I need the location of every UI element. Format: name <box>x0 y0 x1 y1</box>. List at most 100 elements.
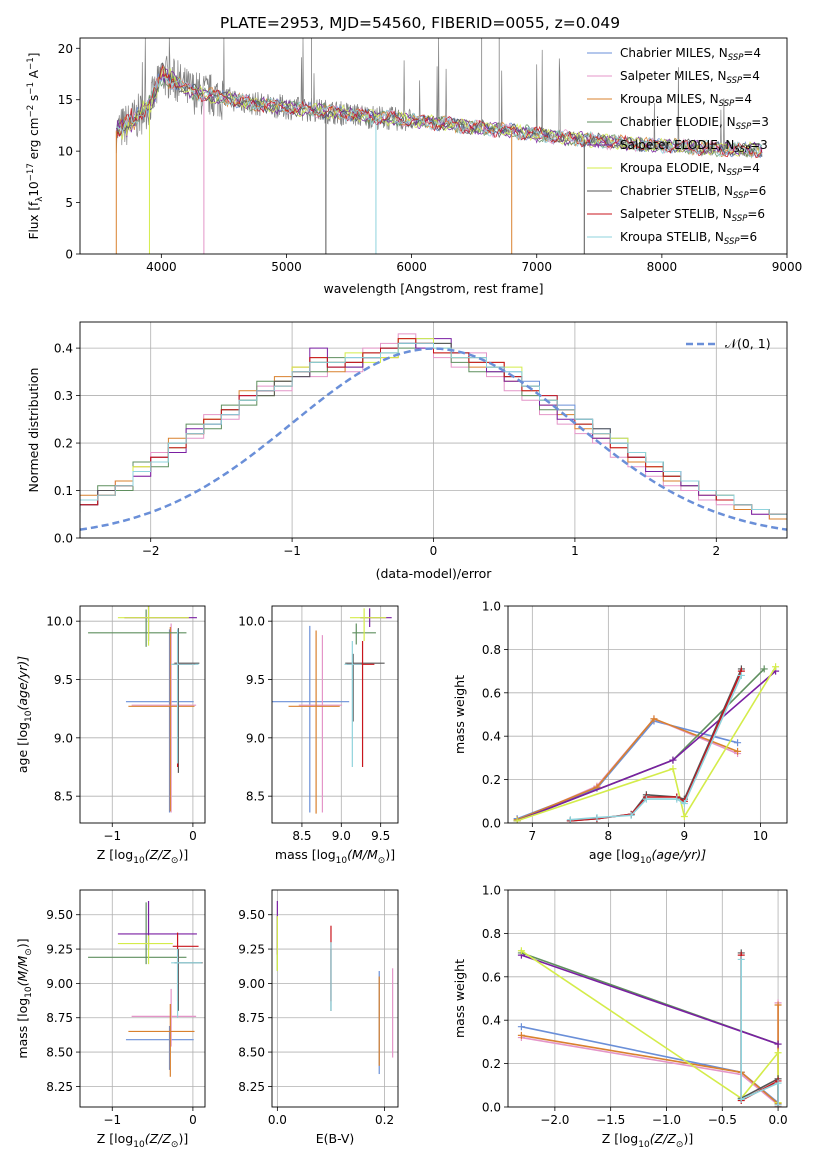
x-tick-label: 0 <box>189 829 197 843</box>
label-part: 10 <box>24 710 34 722</box>
y-tick-label: 1.0 <box>482 884 501 898</box>
label-part: age [log <box>15 722 30 773</box>
y-tick-label: 9.25 <box>238 943 265 957</box>
axes-frame <box>79 37 788 255</box>
plot-area <box>508 606 787 823</box>
errorbar-salpeter-elodie <box>124 606 197 641</box>
y-tick-label: 9.5 <box>246 673 265 687</box>
y-axis-label: mass [log10(M/M⊙)] <box>15 938 34 1058</box>
label-part: =3 <box>751 115 769 129</box>
errorbar-chabrier-miles <box>272 625 350 813</box>
label-part: 10 <box>638 1140 650 1150</box>
x-axis-label: age [log10(age/yr)] <box>589 847 706 866</box>
errorbar-kroupa-elodie <box>117 935 173 965</box>
y-axis-label: Normed distribution <box>26 368 41 493</box>
x-tick-label: −1.0 <box>652 1113 681 1127</box>
weight-marker-kroupa-elodie <box>517 947 525 955</box>
errorbar-chabrier-stelib <box>174 628 200 773</box>
errorbar-salpeter-stelib <box>346 641 375 767</box>
y-tick-label: 10.0 <box>46 615 73 629</box>
mass-weight-vs-metallicity-panel: −2.0 −1.5 −1.0 −0.5 0.0 0.0 0.2 0.4 0.6 0.8 1.0 Z [… <box>452 884 788 1151</box>
errorbar-kroupa-miles <box>128 627 195 812</box>
x-tick-label: 7 <box>529 829 537 843</box>
label-part: 10 <box>640 856 652 866</box>
label-part: =3 <box>750 138 768 152</box>
axes-frame <box>507 889 788 1108</box>
label-part: =4 <box>734 92 752 106</box>
x-axis-label: Z [log10(Z/Z⊙)] <box>97 847 188 866</box>
weight-marker-kroupa-stelib <box>566 816 574 823</box>
y-tick-label: 5 <box>65 196 73 210</box>
label-part: (age/yr)] <box>15 656 30 711</box>
axes-frame <box>79 605 206 824</box>
label-part: (Z/Z <box>145 1131 172 1146</box>
label-part: )] <box>178 847 188 862</box>
label-part: Z [log <box>602 1131 638 1146</box>
histogram-salpeter-stelib <box>80 338 787 520</box>
y-tick-label: 0.2 <box>482 773 501 787</box>
y-tick-label: 9.25 <box>46 943 73 957</box>
label-part: SSP <box>736 122 752 132</box>
ticks: 0.0 0.2 8.25 8.50 8.75 9.00 9.25 9.50 <box>238 908 394 1127</box>
x-axis-label: Z [log10(Z/Z⊙)] <box>602 1131 693 1150</box>
label-part: SSP <box>727 76 743 86</box>
x-tick-label: −1 <box>103 829 121 843</box>
weight-marker-kroupa-elodie <box>772 663 780 671</box>
weight-marker-kroupa-stelib <box>774 1101 782 1107</box>
label-part: s <box>27 95 41 105</box>
weight-marker-chabrier-miles <box>734 739 742 747</box>
errorbar-chabrier-elodie <box>88 609 187 647</box>
errorbar-kroupa-elodie <box>349 608 387 641</box>
y-tick-label: 0.4 <box>482 730 501 744</box>
x-tick-label: 0.0 <box>769 1113 788 1127</box>
weight-marker-kroupa-stelib <box>627 811 635 819</box>
weight-marker-kroupa-stelib <box>673 795 681 803</box>
y-tick-label: 8.75 <box>238 1011 265 1025</box>
weight-line-salpeter-stelib <box>740 955 779 1107</box>
errorbar-kroupa-miles <box>128 1003 195 1077</box>
weight-marker-salpeter-elodie <box>669 756 677 764</box>
legend-entry-chabrier-miles: Chabrier MILES, NSSP=4 <box>620 46 761 63</box>
label-part: =4 <box>742 69 760 83</box>
axes-frame <box>271 605 399 824</box>
errorbar-kroupa-stelib <box>171 629 199 764</box>
x-tick-label: 9 <box>681 829 689 843</box>
weight-marker-kroupa-miles <box>734 747 742 755</box>
x-tick-label: 2 <box>712 544 720 558</box>
histogram-salpeter-elodie <box>80 338 787 520</box>
y-tick-label: 8.50 <box>46 1046 73 1060</box>
label-part: )] <box>178 1131 188 1146</box>
label-part: (M/M <box>347 847 378 862</box>
y-axis-label: Flux [fλ10−17 erg cm−2 s−1 A−1] <box>26 53 45 240</box>
y-tick-label: 0 <box>65 248 73 262</box>
y-tick-label: 8.25 <box>238 1080 265 1094</box>
y-tick-label: 9.00 <box>46 977 73 991</box>
label-part: =4 <box>743 46 761 60</box>
label-part: (Z/Z <box>650 1131 677 1146</box>
label-part: 10 <box>133 856 145 866</box>
label-part: SSP <box>724 237 740 247</box>
y-tick-label: 8.5 <box>246 790 265 804</box>
plot-area <box>272 606 398 823</box>
label-part: )] <box>385 847 395 862</box>
y-tick-label: 0.0 <box>482 1101 501 1115</box>
label-part: =6 <box>747 207 765 221</box>
x-tick-label: 8 <box>605 829 613 843</box>
legend-entry-kroupa-stelib: Kroupa STELIB, NSSP=6 <box>620 230 757 247</box>
label-part: ] <box>27 53 41 58</box>
errorbar-kroupa-miles <box>288 630 340 814</box>
y-tick-label: 0.3 <box>54 389 73 403</box>
gaussian-curve <box>80 347 787 531</box>
weight-marker-salpeter-elodie <box>774 1040 782 1048</box>
weight-marker-kroupa-miles <box>517 1031 525 1039</box>
errorbar-kroupa-elodie <box>117 606 189 646</box>
label-part: ⊙ <box>676 1140 684 1150</box>
x-axis-label: E(B-V) <box>316 1131 355 1146</box>
label-part: Z [log <box>97 1131 133 1146</box>
x-tick-label: 10 <box>753 829 768 843</box>
y-tick-label: 0.6 <box>482 686 501 700</box>
label-part: (M/M <box>15 956 30 987</box>
y-tick-label: 0.0 <box>482 817 501 831</box>
